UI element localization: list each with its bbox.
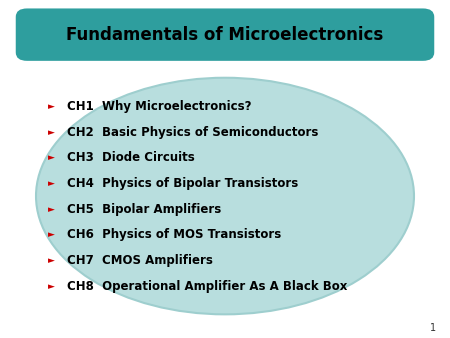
Text: CH8  Operational Amplifier As A Black Box: CH8 Operational Amplifier As A Black Box bbox=[67, 280, 347, 293]
Text: CH7  CMOS Amplifiers: CH7 CMOS Amplifiers bbox=[67, 254, 212, 267]
Text: ►: ► bbox=[48, 282, 55, 291]
Text: 1: 1 bbox=[430, 323, 436, 333]
Text: ►: ► bbox=[48, 179, 55, 188]
Text: ►: ► bbox=[48, 153, 55, 162]
Text: ►: ► bbox=[48, 256, 55, 265]
Text: ►: ► bbox=[48, 231, 55, 239]
FancyBboxPatch shape bbox=[16, 8, 434, 61]
Text: CH5  Bipolar Amplifiers: CH5 Bipolar Amplifiers bbox=[67, 203, 221, 216]
Text: CH6  Physics of MOS Transistors: CH6 Physics of MOS Transistors bbox=[67, 228, 281, 241]
Text: Fundamentals of Microelectronics: Fundamentals of Microelectronics bbox=[67, 26, 383, 44]
Text: ►: ► bbox=[48, 205, 55, 214]
Text: ►: ► bbox=[48, 128, 55, 137]
Text: CH4  Physics of Bipolar Transistors: CH4 Physics of Bipolar Transistors bbox=[67, 177, 298, 190]
Text: ►: ► bbox=[48, 102, 55, 111]
Ellipse shape bbox=[36, 78, 414, 314]
Text: CH1  Why Microelectronics?: CH1 Why Microelectronics? bbox=[67, 100, 251, 113]
Text: CH2  Basic Physics of Semiconductors: CH2 Basic Physics of Semiconductors bbox=[67, 126, 318, 139]
Text: CH3  Diode Circuits: CH3 Diode Circuits bbox=[67, 151, 194, 164]
